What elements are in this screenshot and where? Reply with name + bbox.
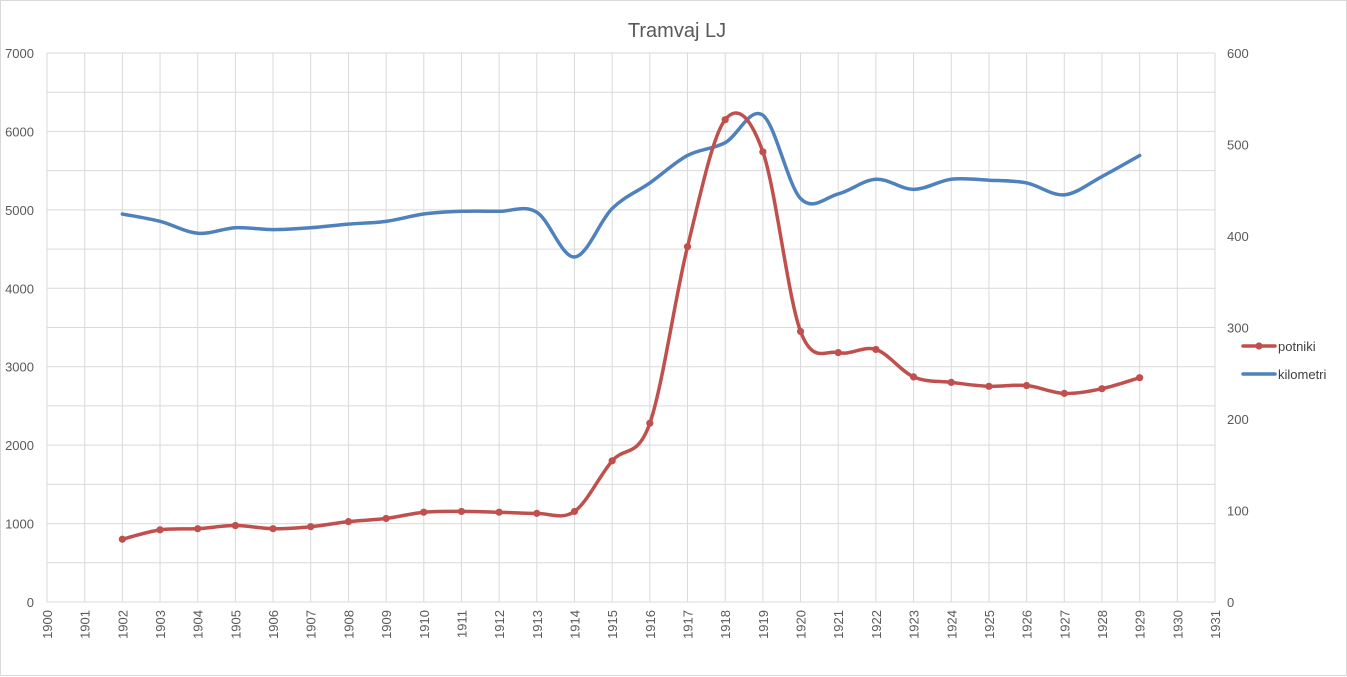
- data-point-potniki: [1060, 389, 1068, 397]
- data-point-potniki: [796, 327, 805, 336]
- x-tick-label: 1929: [1133, 610, 1148, 639]
- x-tick-label: 1916: [643, 610, 658, 639]
- series-line-potniki: [120, 111, 1142, 542]
- data-point-potniki: [533, 509, 541, 517]
- data-point-potniki: [194, 525, 202, 533]
- x-tick-label: 1928: [1095, 610, 1110, 639]
- series-layer: [118, 111, 1144, 543]
- data-point-potniki: [985, 382, 993, 390]
- data-point-potniki: [570, 507, 579, 516]
- data-point-potniki: [608, 457, 616, 465]
- x-tick-label: 1922: [869, 610, 884, 639]
- y-right-tick-label: 500: [1227, 138, 1249, 153]
- data-point-potniki: [1136, 374, 1144, 382]
- y-right-tick-label: 100: [1227, 504, 1249, 519]
- x-tick-label: 1918: [718, 610, 733, 639]
- x-tick-label: 1930: [1170, 610, 1185, 639]
- x-tick-label: 1919: [756, 610, 771, 639]
- data-point-potniki: [646, 419, 654, 427]
- x-tick-label: 1920: [794, 610, 809, 639]
- legend-label-kilometri: kilometri: [1278, 367, 1327, 382]
- x-tick-label: 1901: [78, 610, 93, 639]
- x-tick-label: 1905: [228, 610, 243, 639]
- x-tick-label: 1900: [40, 610, 55, 639]
- y-right-tick-label: 300: [1227, 321, 1249, 336]
- data-point-potniki: [344, 518, 353, 526]
- x-tick-label: 1907: [304, 610, 319, 639]
- data-point-potniki: [457, 507, 466, 516]
- data-point-potniki: [947, 378, 955, 386]
- y-right-tick-label: 600: [1227, 46, 1249, 61]
- data-point-potniki: [156, 526, 164, 534]
- data-point-potniki: [307, 523, 315, 531]
- y-left-tick-label: 5000: [5, 203, 34, 218]
- data-point-potniki: [909, 373, 918, 381]
- x-tick-label: 1924: [944, 610, 959, 639]
- y-left-tick-label: 7000: [5, 46, 34, 61]
- data-point-potniki: [1023, 381, 1031, 390]
- x-tick-label: 1921: [831, 610, 846, 639]
- legend: potniki kilometri: [1241, 339, 1327, 382]
- chart-title: Tramvaj LJ: [628, 20, 726, 42]
- data-point-potniki: [231, 521, 239, 530]
- axis-labels: 0 1000 2000 3000 4000 5000 6000 7000 0 100 200 300 4…: [5, 46, 1249, 639]
- data-point-potniki: [759, 148, 767, 156]
- gridlines: [46, 52, 1216, 603]
- data-point-potniki: [721, 116, 729, 124]
- data-point-potniki: [269, 525, 277, 533]
- y-left-tick-label: 3000: [5, 360, 34, 375]
- y-left-tick-label: 1000: [5, 517, 34, 532]
- legend-label-potniki: potniki: [1278, 339, 1316, 354]
- y-right-tick-label: 0: [1227, 595, 1234, 610]
- x-tick-label: 1927: [1057, 610, 1072, 639]
- data-point-potniki: [382, 514, 390, 523]
- x-tick-label: 1926: [1020, 610, 1035, 639]
- data-point-potniki: [1098, 385, 1106, 393]
- x-tick-label: 1923: [907, 610, 922, 639]
- x-tick-label: 1906: [266, 610, 281, 639]
- x-tick-label: 1902: [115, 610, 130, 639]
- data-point-potniki: [683, 243, 692, 251]
- y-right-tick-label: 400: [1227, 229, 1249, 244]
- data-point-potniki: [872, 345, 880, 354]
- data-point-potniki: [118, 535, 126, 543]
- x-tick-label: 1910: [417, 610, 432, 639]
- x-tick-label: 1914: [567, 610, 582, 639]
- x-tick-label: 1931: [1208, 610, 1223, 639]
- y-left-tick-label: 0: [27, 595, 34, 610]
- series-line-kilometri: [120, 111, 1142, 259]
- y-right-tick-label: 200: [1227, 412, 1249, 427]
- x-tick-label: 1909: [379, 610, 394, 639]
- y-left-tick-label: 2000: [5, 438, 34, 453]
- x-tick-label: 1915: [605, 610, 620, 639]
- y-left-tick-label: 6000: [5, 124, 34, 139]
- x-tick-label: 1912: [492, 610, 507, 639]
- x-tick-label: 1908: [341, 610, 356, 639]
- x-tick-label: 1913: [530, 610, 545, 639]
- data-point-potniki: [495, 508, 503, 516]
- x-tick-label: 1925: [982, 610, 997, 639]
- x-tick-label: 1903: [153, 610, 168, 639]
- x-tick-label: 1904: [191, 610, 206, 639]
- data-point-potniki: [420, 508, 428, 516]
- x-tick-label: 1917: [681, 610, 696, 639]
- legend-marker-potniki: [1255, 342, 1263, 350]
- x-tick-label: 1911: [454, 610, 469, 638]
- y-left-tick-label: 4000: [5, 281, 34, 296]
- data-point-potniki: [834, 348, 842, 357]
